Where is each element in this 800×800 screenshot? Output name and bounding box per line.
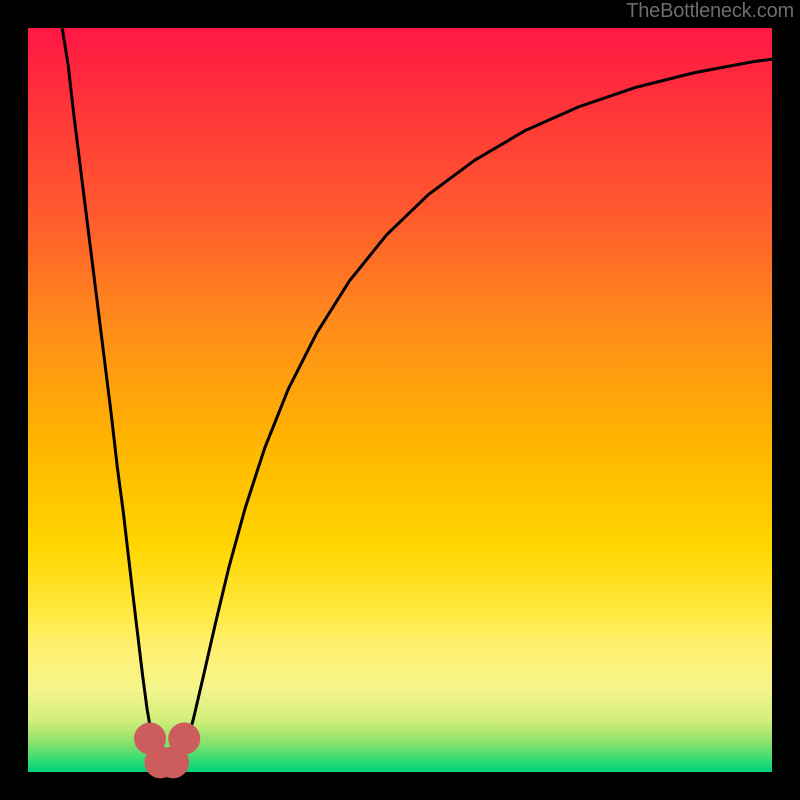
chart-svg bbox=[0, 0, 800, 800]
chart-container: { "watermark": { "text": "TheBottleneck.… bbox=[0, 0, 800, 800]
watermark: TheBottleneck.com bbox=[626, 0, 794, 23]
marker-dot bbox=[168, 723, 200, 755]
